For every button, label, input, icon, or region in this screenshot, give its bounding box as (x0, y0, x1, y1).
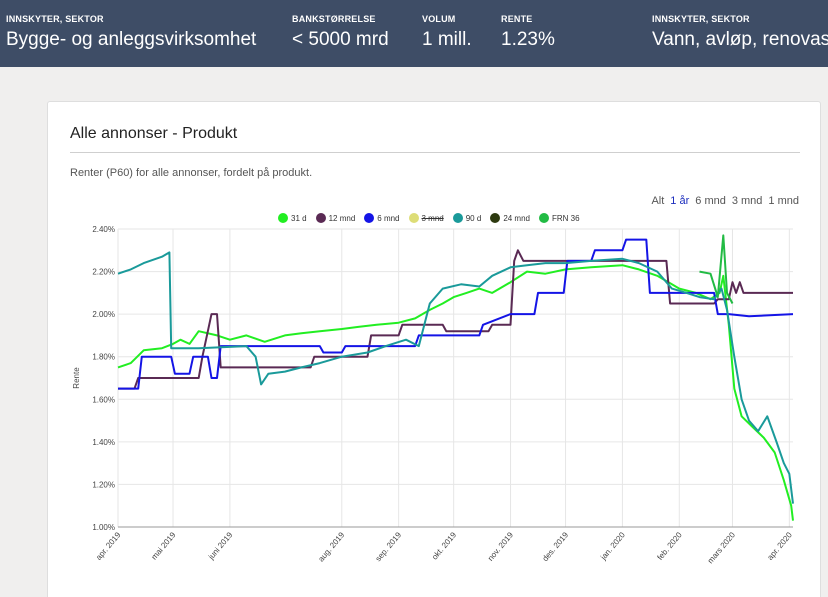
stat-value: 1.23% (501, 29, 555, 50)
y-axis-label: Rente (72, 367, 81, 389)
series-line-frn-36 (699, 234, 734, 304)
legend-label: 31 d (291, 213, 307, 223)
card-title: Alle annonser - Produkt (70, 125, 238, 142)
x-tick-label: jan. 2020 (598, 530, 627, 562)
legend-swatch (490, 213, 501, 223)
series-group (117, 234, 794, 521)
legend-item-31d[interactable]: 31 d (278, 213, 307, 223)
series-line-12-mnd (118, 249, 793, 390)
legend-swatch (315, 213, 326, 223)
y-tick-label: 2.20% (92, 268, 115, 277)
range-button-1m[interactable]: 1 mnd (768, 195, 799, 207)
stat-rate: RENTE 1.23% (501, 14, 555, 51)
x-tick-label: apr. 2019 (94, 530, 123, 562)
x-tick-label: aug. 2019 (317, 530, 347, 563)
stat-label: INNSKYTER, SEKTOR (652, 14, 750, 24)
y-tick-label: 1.20% (92, 480, 115, 489)
legend-label: FRN 36 (552, 213, 580, 223)
legend-label: 3 mnd (421, 213, 444, 223)
stat-sector-2: INNSKYTER, SEKTOR Vann, avløp, renovasjo… (652, 14, 828, 51)
legend-item-6mnd[interactable]: 6 mnd (364, 213, 400, 223)
legend-swatch (278, 213, 288, 223)
x-tick-label: sep. 2019 (374, 530, 404, 563)
range-selector: Alt 1 år 6 mnd 3 mnd 1 mnd (651, 195, 799, 207)
stat-value: Vann, avløp, renovasjon (652, 29, 828, 50)
x-tick-label: juni 2019 (206, 530, 235, 562)
stat-value: < 5000 mrd (292, 29, 389, 50)
series-line-6-mnd (118, 238, 794, 390)
chart-legend: 31 d 12 mnd 6 mnd 3 mnd 90 d 24 mnd FRN … (278, 213, 580, 223)
grid-lines: 1.00% 1.20% 1.40% 1.60% 1.80% 2.00% 2.20% 2.40%… (72, 225, 794, 565)
legend-item-frn36[interactable]: FRN 36 (539, 213, 580, 223)
stat-label: BANKSTØRRELSE (292, 14, 376, 24)
y-tick-label: 1.80% (92, 353, 115, 362)
card-subtitle: Renter (P60) for alle annonser, fordelt … (70, 167, 313, 179)
range-button-all[interactable]: Alt (651, 195, 665, 207)
legend-item-90d[interactable]: 90 d (452, 213, 482, 223)
y-tick-label: 1.00% (92, 523, 115, 532)
stat-value: 1 mill. (422, 29, 472, 50)
legend-item-3mnd[interactable]: 3 mnd (408, 213, 444, 223)
stat-bank-size: BANKSTØRRELSE < 5000 mrd (292, 14, 389, 51)
legend-label: 90 d (465, 213, 482, 223)
top-stats-bar: INNSKYTER, SEKTOR Bygge- og anleggsvirks… (0, 0, 828, 67)
x-tick-label: mars 2020 (706, 530, 738, 565)
legend-swatch (452, 213, 463, 223)
range-button-6m[interactable]: 6 mnd (695, 195, 726, 207)
stat-value: Bygge- og anleggsvirksomhet (6, 29, 257, 50)
legend-label: 12 mnd (328, 213, 356, 223)
title-divider (70, 152, 800, 153)
series-line-90-d (117, 251, 794, 504)
legend-swatch (408, 213, 419, 223)
legend-label: 6 mnd (377, 213, 400, 223)
x-tick-label: des. 2019 (541, 530, 571, 563)
legend-item-12mnd[interactable]: 12 mnd (315, 213, 356, 223)
stat-label: INNSKYTER, SEKTOR (6, 14, 104, 24)
x-tick-label: okt. 2019 (430, 530, 458, 561)
stat-label: VOLUM (422, 14, 456, 24)
stat-label: RENTE (501, 14, 533, 24)
x-tick-label: feb. 2020 (655, 530, 684, 562)
legend-item-24mnd[interactable]: 24 mnd (490, 213, 530, 223)
x-tick-label: apr. 2020 (766, 530, 795, 562)
y-tick-label: 2.40% (92, 225, 115, 234)
y-tick-label: 1.40% (92, 438, 115, 447)
legend-swatch (364, 213, 375, 223)
legend-label: 24 mnd (503, 213, 530, 223)
y-tick-label: 1.60% (92, 395, 115, 404)
stat-sector-1: INNSKYTER, SEKTOR Bygge- og anleggsvirks… (6, 14, 256, 51)
range-button-1y[interactable]: 1 år (670, 195, 690, 207)
x-tick-label: nov. 2019 (486, 530, 515, 563)
y-tick-label: 2.00% (92, 310, 115, 319)
legend-swatch (539, 213, 549, 223)
stat-volume: VOLUM 1 mill. (422, 14, 472, 51)
range-button-3m[interactable]: 3 mnd (731, 195, 763, 207)
x-tick-label: mai 2019 (150, 530, 178, 561)
